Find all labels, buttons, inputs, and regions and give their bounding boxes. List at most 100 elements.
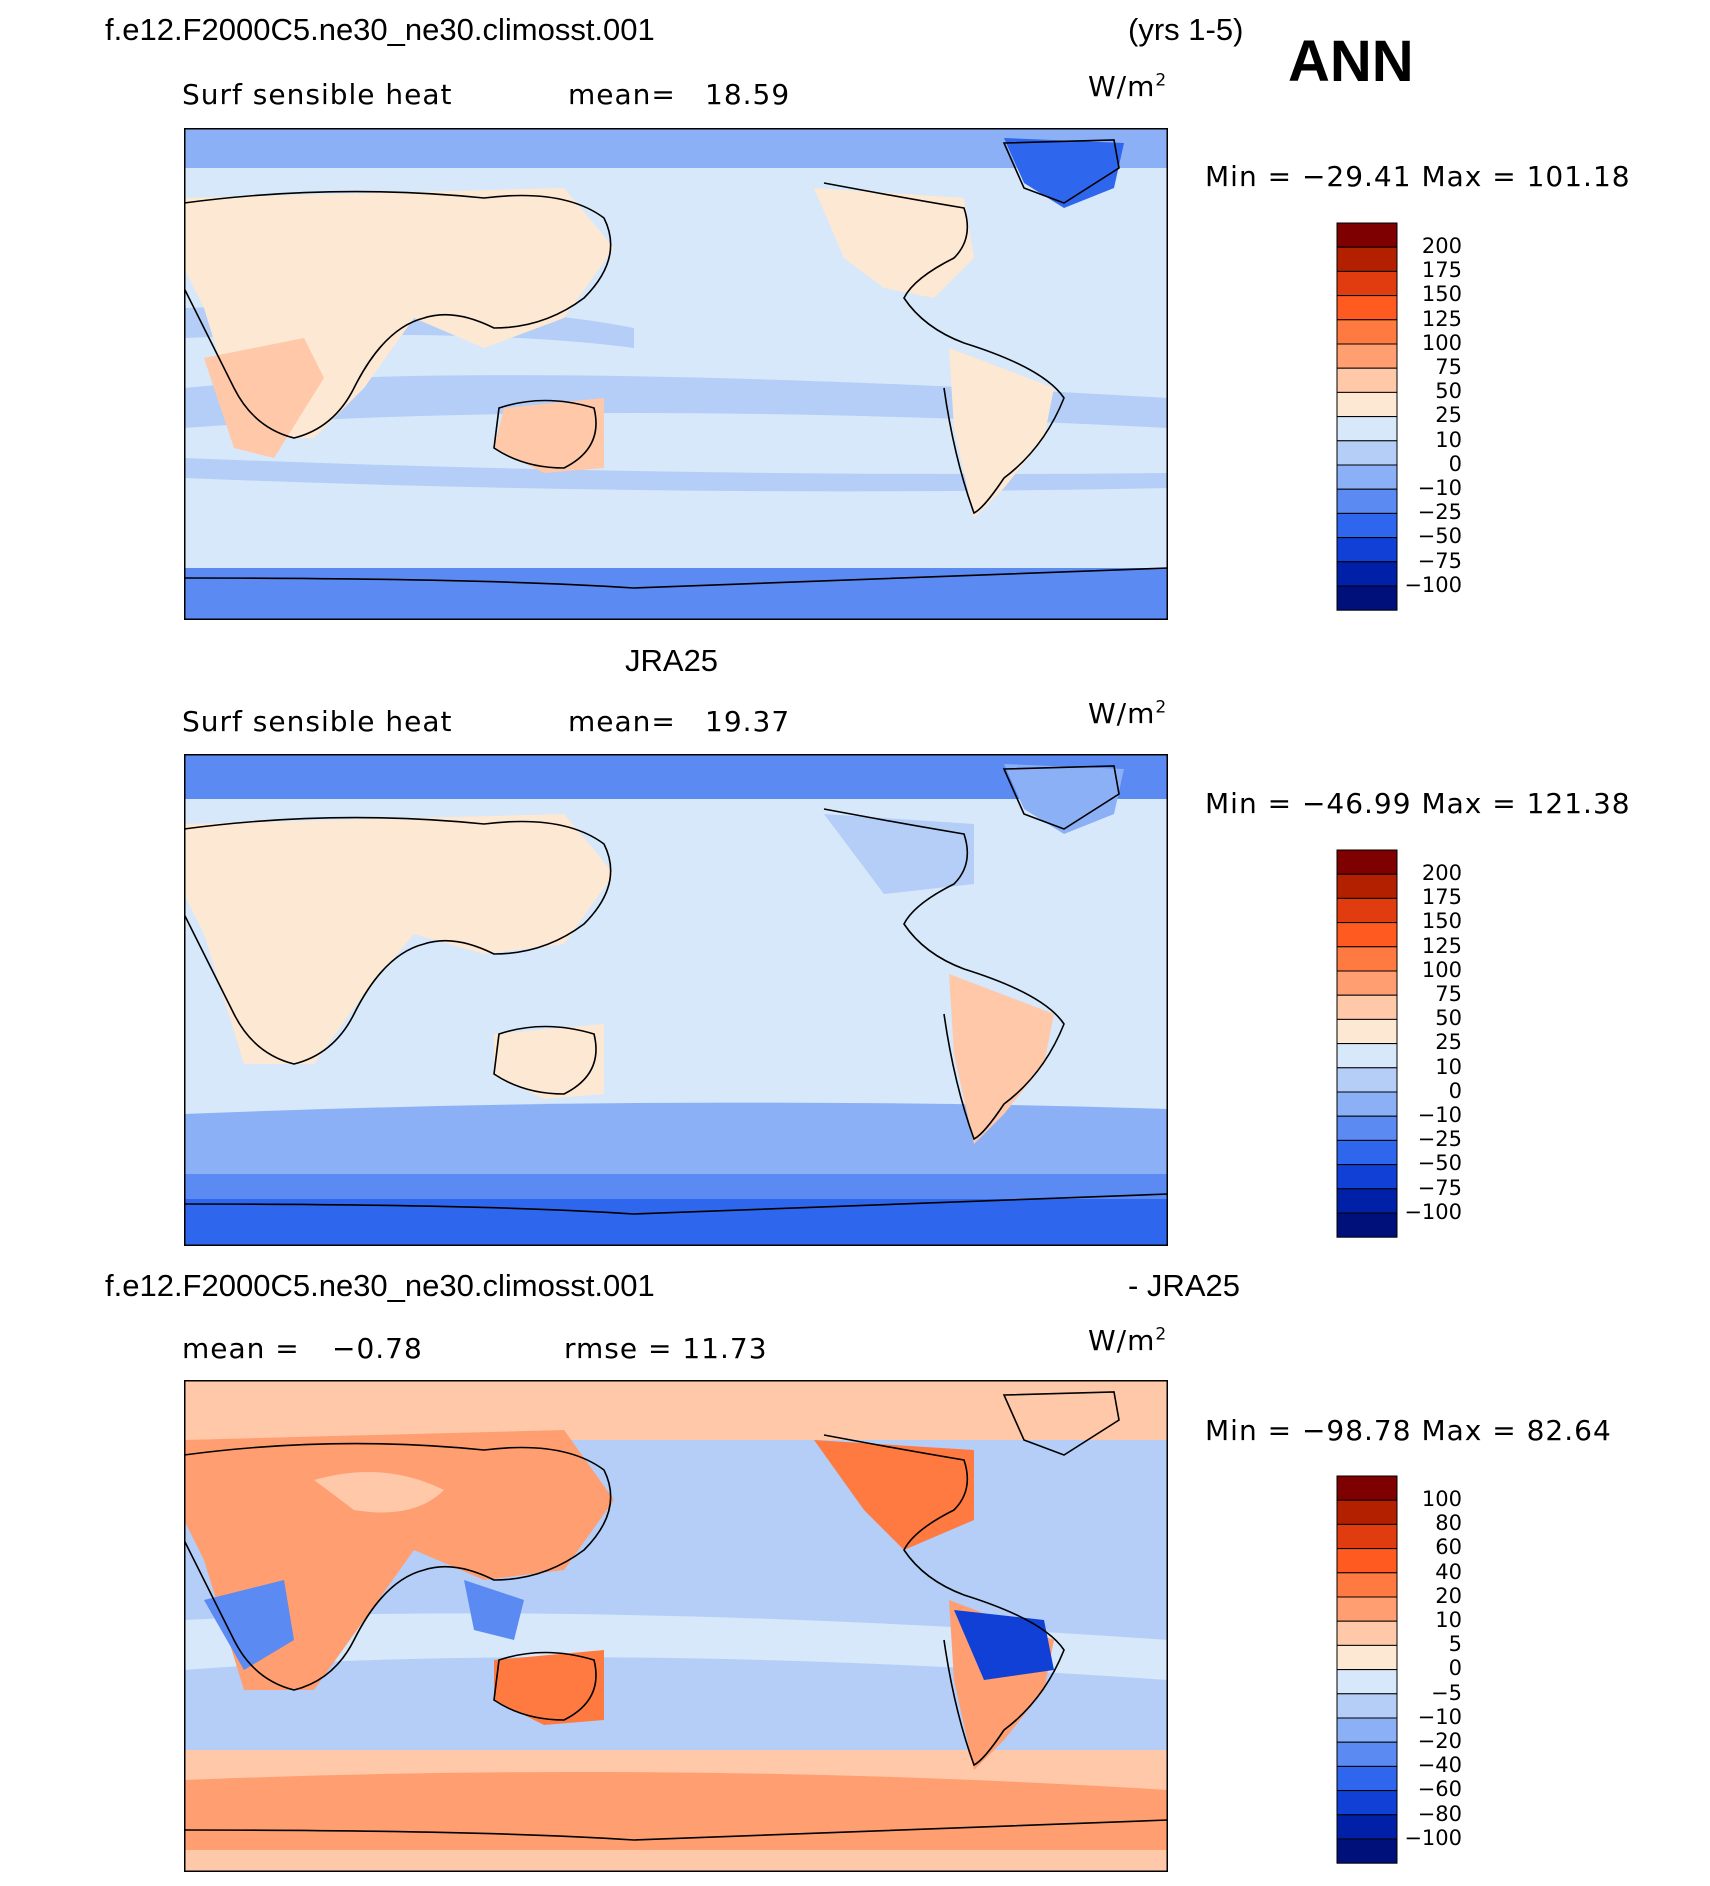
years-label: (yrs 1-5) <box>1128 12 1244 47</box>
colorbar-swatch <box>1336 1572 1398 1598</box>
colorbar-tick-label: 10 <box>1435 427 1462 452</box>
mean-value: 19.37 <box>705 705 791 738</box>
colorbar-tick-label: −25 <box>1417 500 1462 525</box>
colorbar-swatch <box>1336 512 1398 539</box>
colorbar-tick-label: −60 <box>1417 1777 1462 1802</box>
colorbar-swatch <box>1336 849 1398 875</box>
colorbar-swatches <box>1336 222 1398 611</box>
colorbar-tick-label: 100 <box>1421 957 1462 982</box>
colorbar-swatch <box>1336 1693 1398 1719</box>
colorbar-tick-label: −50 <box>1417 1151 1462 1176</box>
units-label: W/m2 <box>1088 697 1168 730</box>
variable-label: Surf sensible heat <box>182 78 453 111</box>
case-title: f.e12.F2000C5.ne30_ne30.climosst.001 <box>105 12 655 47</box>
colorbar-tick-label: 0 <box>1448 1078 1462 1103</box>
colorbar-swatches <box>1336 849 1398 1238</box>
colorbar-swatch <box>1336 416 1398 442</box>
colorbar-swatch <box>1336 1043 1398 1069</box>
colorbar-swatch <box>1336 246 1398 272</box>
units-label: W/m2 <box>1088 70 1168 103</box>
colorbar-tick-label: −10 <box>1417 476 1462 500</box>
colorbar-tick-label: −100 <box>1404 1825 1462 1850</box>
colorbar-swatch <box>1336 873 1398 899</box>
colorbar-swatch <box>1336 1765 1398 1792</box>
colorbar-swatch <box>1336 319 1398 345</box>
rmse-label: rmse = 11.73 <box>564 1332 768 1365</box>
colorbar-tick-label: 125 <box>1421 933 1462 958</box>
colorbar-swatch <box>1336 922 1398 948</box>
colorbar-tick-label: −50 <box>1417 524 1462 549</box>
colorbar-swatches <box>1336 1475 1398 1864</box>
diff-title-left: f.e12.F2000C5.ne30_ne30.climosst.001 <box>105 1268 655 1303</box>
colorbar-tick-label: 150 <box>1421 282 1462 307</box>
colorbar-tick-label: 40 <box>1435 1559 1462 1584</box>
colorbar-tick-label: −20 <box>1417 1729 1462 1753</box>
mean-value: −0.78 <box>332 1332 423 1365</box>
colorbar-swatch <box>1336 1067 1398 1093</box>
colorbar-tick-label: −40 <box>1417 1753 1462 1778</box>
colorbar-swatch <box>1336 367 1398 393</box>
colorbar-tick-label: 175 <box>1421 258 1462 283</box>
colorbar-tick-label: −5 <box>1431 1680 1462 1705</box>
colorbar-swatch <box>1336 1188 1398 1214</box>
colorbar-tick-label: 75 <box>1435 982 1462 1006</box>
colorbar-swatch <box>1336 1838 1398 1864</box>
colorbar-tick-label: 100 <box>1421 330 1462 355</box>
variable-label: Surf sensible heat <box>182 705 453 738</box>
colorbar-swatch <box>1336 222 1398 248</box>
colorbar-tick-label: 75 <box>1435 355 1462 379</box>
minmax-label: Min = −98.78 Max = 82.64 <box>1205 1414 1612 1447</box>
mean-label: mean = <box>182 1332 300 1365</box>
colorbar-tick-label: 25 <box>1435 403 1462 428</box>
map-model <box>184 128 1168 620</box>
colorbar-swatch <box>1336 1475 1398 1501</box>
colorbar-tick-label: 25 <box>1435 1030 1462 1055</box>
colorbar-tick-label: −75 <box>1417 548 1462 573</box>
colorbar-swatch <box>1336 1717 1398 1743</box>
mean-label: mean= <box>568 78 676 111</box>
colorbar-swatch <box>1336 391 1398 418</box>
colorbar-swatch <box>1336 1620 1398 1646</box>
map-diff <box>184 1380 1168 1872</box>
map-obs <box>184 754 1168 1246</box>
colorbar-tick-label: 0 <box>1448 1656 1462 1681</box>
colorbar-swatch <box>1336 561 1398 587</box>
colorbar-tick-label: −25 <box>1417 1127 1462 1152</box>
units-label: W/m2 <box>1088 1324 1168 1357</box>
colorbar-swatch <box>1336 270 1398 297</box>
colorbar-swatch <box>1336 994 1398 1020</box>
colorbar-tick-label: −80 <box>1417 1801 1462 1826</box>
colorbar-tick-label: 125 <box>1421 306 1462 331</box>
minmax-label: Min = −46.99 Max = 121.38 <box>1205 787 1631 820</box>
colorbar-swatch <box>1336 1741 1398 1767</box>
colorbar-tick-label: 0 <box>1448 451 1462 476</box>
colorbar-tick-label: −10 <box>1417 1704 1462 1729</box>
colorbar-tick-label: −100 <box>1404 1199 1462 1224</box>
obs-title: JRA25 <box>625 643 719 678</box>
colorbar-swatch <box>1336 1523 1398 1550</box>
colorbar-tick-label: 175 <box>1421 885 1462 910</box>
colorbar-tick-label: 50 <box>1435 379 1462 404</box>
colorbar-obs <box>1336 849 1398 1239</box>
colorbar-swatch <box>1336 946 1398 972</box>
mean-label: mean= <box>568 705 676 738</box>
minmax-label: Min = −29.41 Max = 101.18 <box>1205 160 1631 193</box>
colorbar-diff <box>1336 1475 1398 1865</box>
colorbar-swatch <box>1336 440 1398 466</box>
colorbar-swatch <box>1336 537 1398 563</box>
mean-value: 18.59 <box>705 78 791 111</box>
colorbar-model <box>1336 222 1398 612</box>
colorbar-tick-label: 60 <box>1435 1535 1462 1560</box>
colorbar-tick-label: 200 <box>1421 861 1462 885</box>
colorbar-swatch <box>1336 343 1398 369</box>
colorbar-tick-label: −100 <box>1404 572 1462 597</box>
colorbar-swatch <box>1336 1499 1398 1525</box>
colorbar-tick-label: 5 <box>1448 1632 1462 1657</box>
colorbar-tick-label: 10 <box>1435 1054 1462 1079</box>
colorbar-swatch <box>1336 1548 1398 1574</box>
colorbar-tick-label: −75 <box>1417 1175 1462 1200</box>
colorbar-tick-label: 20 <box>1435 1583 1462 1608</box>
colorbar-tick-label: 200 <box>1421 234 1462 258</box>
colorbar-swatch <box>1336 1091 1398 1117</box>
season-label: ANN <box>1288 29 1414 94</box>
